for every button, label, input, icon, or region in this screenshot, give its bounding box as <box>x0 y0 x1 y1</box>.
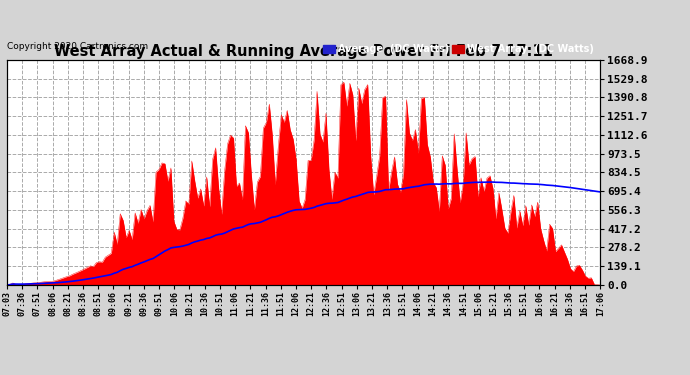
Legend: Average  (DC Watts), West Array  (DC Watts): Average (DC Watts), West Array (DC Watts… <box>322 42 595 56</box>
Text: Copyright 2020 Cartronics.com: Copyright 2020 Cartronics.com <box>7 42 148 51</box>
Title: West Array Actual & Running Average Power Fri Feb 7 17:11: West Array Actual & Running Average Powe… <box>54 44 553 59</box>
